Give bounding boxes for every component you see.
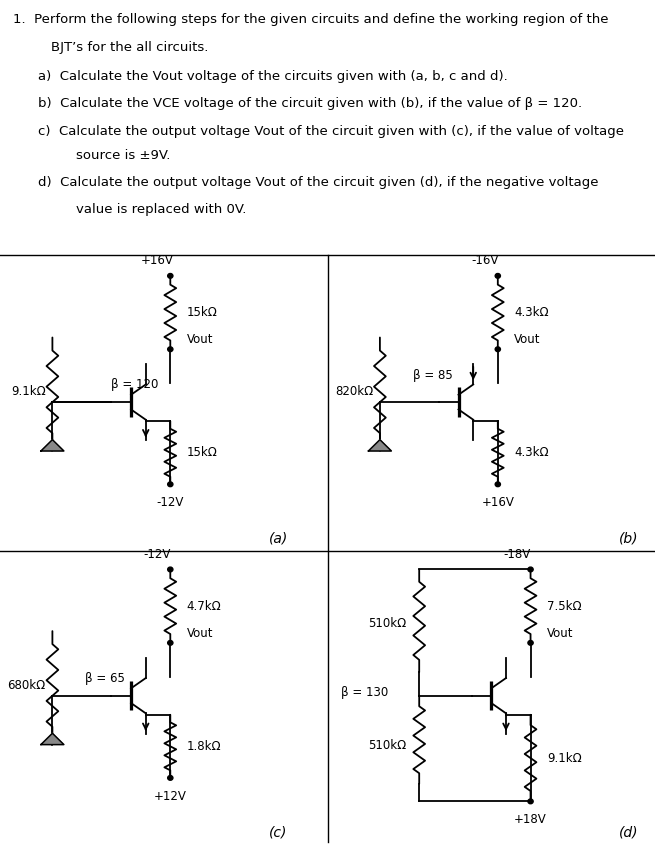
Circle shape [528, 567, 533, 572]
Text: (c): (c) [269, 825, 288, 840]
Text: 4.7kΩ: 4.7kΩ [187, 600, 221, 613]
Text: 4.3kΩ: 4.3kΩ [514, 306, 549, 319]
Text: (a): (a) [269, 532, 288, 546]
Text: 1.  Perform the following steps for the given circuits and define the working re: 1. Perform the following steps for the g… [13, 14, 608, 26]
Circle shape [495, 482, 500, 487]
Text: (d): (d) [619, 825, 639, 840]
Circle shape [528, 641, 533, 645]
Text: Vout: Vout [187, 334, 213, 346]
Text: Vout: Vout [514, 334, 540, 346]
Text: d)  Calculate the output voltage Vout of the circuit given (d), if the negative : d) Calculate the output voltage Vout of … [38, 176, 599, 189]
Text: source is ±9V.: source is ±9V. [76, 149, 170, 163]
Circle shape [168, 641, 173, 645]
Text: value is replaced with 0V.: value is replaced with 0V. [76, 203, 246, 216]
Polygon shape [368, 440, 392, 451]
Text: β = 130: β = 130 [341, 686, 388, 700]
Text: β = 65: β = 65 [85, 671, 125, 684]
Text: -18V: -18V [504, 548, 531, 561]
Circle shape [168, 775, 173, 780]
Text: 510kΩ: 510kΩ [368, 740, 406, 752]
Circle shape [495, 273, 500, 278]
Text: a)  Calculate the Vout voltage of the circuits given with (a, b, c and d).: a) Calculate the Vout voltage of the cir… [38, 71, 508, 83]
Text: -16V: -16V [471, 254, 498, 267]
Text: +16V: +16V [141, 254, 174, 267]
Text: b)  Calculate the VCE voltage of the circuit given with (b), if the value of β =: b) Calculate the VCE voltage of the circ… [38, 97, 582, 111]
Circle shape [168, 482, 173, 487]
Text: +16V: +16V [481, 496, 514, 509]
Text: Vout: Vout [547, 627, 573, 640]
Circle shape [495, 347, 500, 351]
Text: 680kΩ: 680kΩ [8, 679, 46, 692]
Text: +18V: +18V [514, 814, 547, 826]
Text: 7.5kΩ: 7.5kΩ [547, 600, 582, 613]
Text: β = 85: β = 85 [413, 369, 453, 382]
Text: 4.3kΩ: 4.3kΩ [514, 446, 549, 460]
Text: +12V: +12V [154, 790, 187, 802]
Text: 15kΩ: 15kΩ [187, 446, 217, 460]
Text: 820kΩ: 820kΩ [335, 386, 373, 398]
Text: -12V: -12V [143, 548, 171, 561]
Text: (b): (b) [619, 532, 639, 546]
Circle shape [168, 567, 173, 572]
Circle shape [528, 799, 533, 803]
Text: c)  Calculate the output voltage Vout of the circuit given with (c), if the valu: c) Calculate the output voltage Vout of … [38, 124, 624, 138]
Text: Vout: Vout [187, 627, 213, 640]
Text: 9.1kΩ: 9.1kΩ [11, 386, 46, 398]
Text: -12V: -12V [157, 496, 184, 509]
Circle shape [168, 273, 173, 278]
Text: BJT’s for the all circuits.: BJT’s for the all circuits. [51, 41, 208, 54]
Circle shape [168, 347, 173, 351]
Text: 510kΩ: 510kΩ [368, 617, 406, 631]
Polygon shape [41, 440, 64, 451]
Text: 9.1kΩ: 9.1kΩ [547, 751, 582, 764]
Text: β = 120: β = 120 [111, 378, 159, 391]
Text: 1.8kΩ: 1.8kΩ [187, 740, 221, 753]
Polygon shape [41, 734, 64, 745]
Text: 15kΩ: 15kΩ [187, 306, 217, 319]
